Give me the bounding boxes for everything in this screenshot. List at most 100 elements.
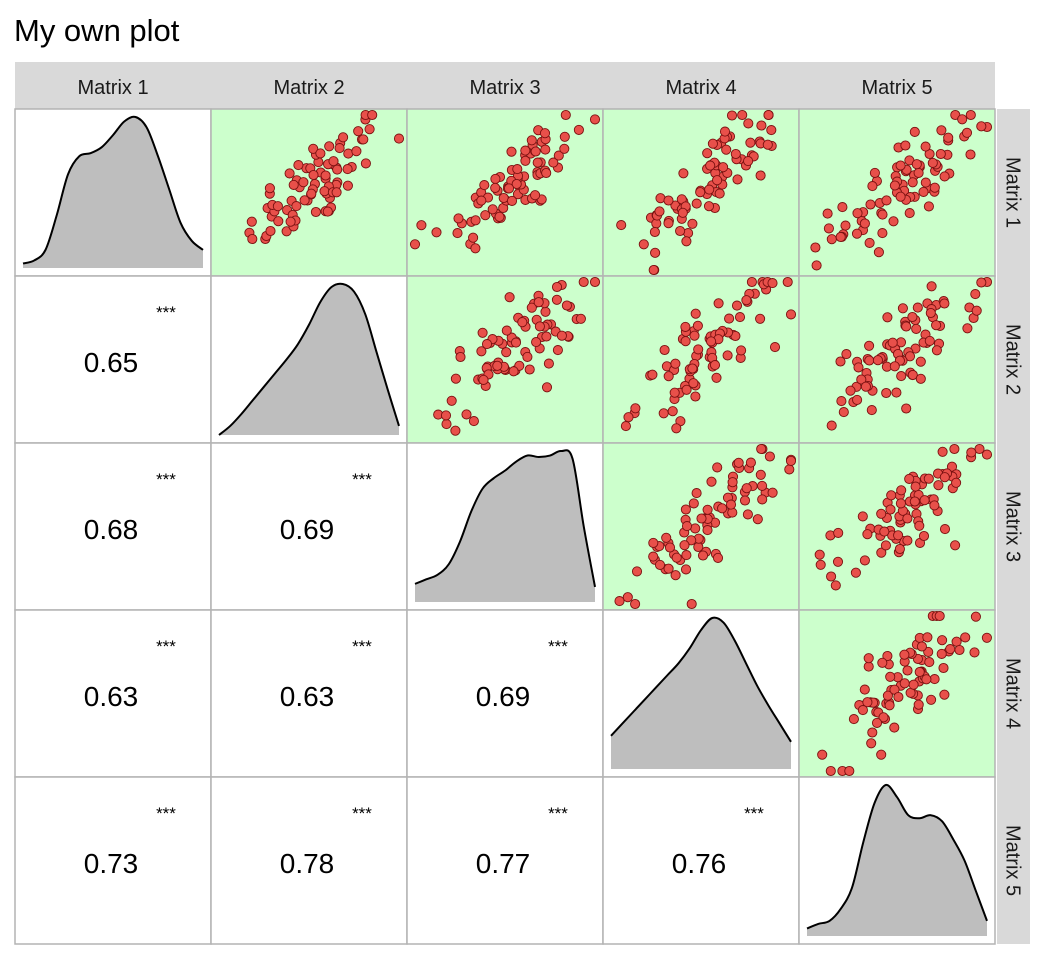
scatter-point (450, 425, 461, 436)
scatter-point (742, 509, 753, 520)
scatter-point (926, 281, 937, 292)
scatter-point (724, 313, 735, 324)
scatter-point (850, 567, 861, 578)
scatter-point (620, 421, 631, 432)
scatter-point (836, 396, 847, 407)
scatter-point (889, 180, 900, 191)
row-strips: Matrix 1 Matrix 2 Matrix 3 Matrix 4 Matrix 5 (997, 109, 1030, 944)
row-strip (997, 610, 1030, 777)
panel-background (14, 442, 212, 611)
scatter-point (832, 556, 844, 567)
scatter-point (686, 535, 697, 546)
correlation-value: 0.65 (84, 347, 139, 378)
scatter-point (833, 527, 844, 538)
scatter-point (693, 344, 704, 355)
scatter-point (877, 209, 888, 220)
scatter-point (679, 540, 690, 551)
scatter-point (512, 164, 523, 175)
scatter-point (324, 141, 335, 152)
scatter-point (918, 186, 929, 197)
column-strip (603, 62, 799, 109)
scatter-point (578, 276, 589, 288)
scatter-point (893, 530, 904, 541)
scatter-point (755, 469, 766, 480)
scatter-point (622, 592, 633, 603)
scatter-point (911, 323, 922, 334)
scatter-point (416, 220, 427, 231)
scatter-point (755, 313, 766, 324)
column-strip (15, 62, 211, 109)
column-strips: Matrix 1 Matrix 2 Matrix 3 Matrix 4 Matrix 5 (15, 62, 995, 109)
scatter-point (863, 661, 874, 672)
scatter-point (904, 208, 915, 219)
scatter-point (867, 727, 878, 738)
scatter-point (838, 407, 849, 418)
scatter-point (713, 298, 724, 309)
scatter-point (951, 477, 962, 488)
scatter-point (815, 559, 826, 570)
scatter-point (864, 237, 875, 248)
scatter-point (671, 423, 682, 434)
scatter-point (487, 204, 498, 215)
scatter-point (902, 665, 913, 676)
scatter-point (897, 303, 908, 314)
scatter-point (782, 276, 793, 288)
scatter-point (548, 157, 559, 168)
scatter-point (895, 191, 906, 202)
scatter-point (859, 684, 870, 695)
scatter-point (733, 457, 744, 468)
scatter-point (949, 443, 960, 455)
scatter-point (938, 662, 949, 674)
scatter-point (364, 124, 375, 135)
column-strip (799, 62, 995, 109)
scatter-point (508, 366, 519, 377)
scatter-point (762, 139, 773, 150)
scatter-point (880, 540, 891, 551)
scatter-point (712, 552, 724, 563)
scatter-point (912, 302, 923, 313)
column-strip-label: Matrix 3 (469, 77, 540, 99)
scatter-point (298, 177, 309, 188)
scatter-point (823, 223, 834, 234)
scatter-point (876, 508, 887, 519)
scatter-point (924, 335, 935, 346)
scatter-point (939, 171, 950, 182)
scatter-point (909, 496, 920, 507)
scatter-point (918, 530, 930, 542)
significance-stars: *** (548, 637, 568, 656)
scatter-point (844, 765, 855, 777)
scatter-point (306, 188, 317, 199)
scatter-point (939, 689, 950, 700)
scatter-point (862, 697, 873, 708)
scatter-point (896, 371, 907, 382)
column-strip-label: Matrix 5 (861, 77, 932, 99)
scatter-point (669, 387, 680, 398)
scatter-point (690, 308, 701, 319)
scatter-point (920, 141, 931, 152)
scatter-point (725, 499, 737, 510)
scatter-point (859, 555, 870, 566)
scatter-point (939, 298, 950, 309)
scatter-point (342, 180, 353, 191)
scatter-point (937, 635, 948, 646)
scatter-point (702, 148, 713, 159)
scatter-point (817, 749, 828, 760)
scatter-point (468, 232, 479, 243)
scatter-point (960, 632, 971, 643)
scatter-point (732, 174, 743, 185)
scatter-point (455, 351, 466, 363)
scatter-point (811, 260, 822, 271)
scatter-point (848, 714, 859, 725)
scatter-point (837, 202, 848, 213)
scatter-point (671, 552, 682, 563)
scatter-point (957, 114, 968, 125)
scatter-point (663, 218, 674, 229)
scatter-point (281, 226, 292, 237)
significance-stars: *** (744, 804, 764, 823)
scatter-point (923, 473, 934, 484)
correlation-value: 0.69 (476, 681, 531, 712)
row-strip (997, 777, 1030, 944)
scatter-point (887, 337, 898, 348)
scatter-point (926, 694, 937, 705)
scatter-point (322, 206, 333, 217)
